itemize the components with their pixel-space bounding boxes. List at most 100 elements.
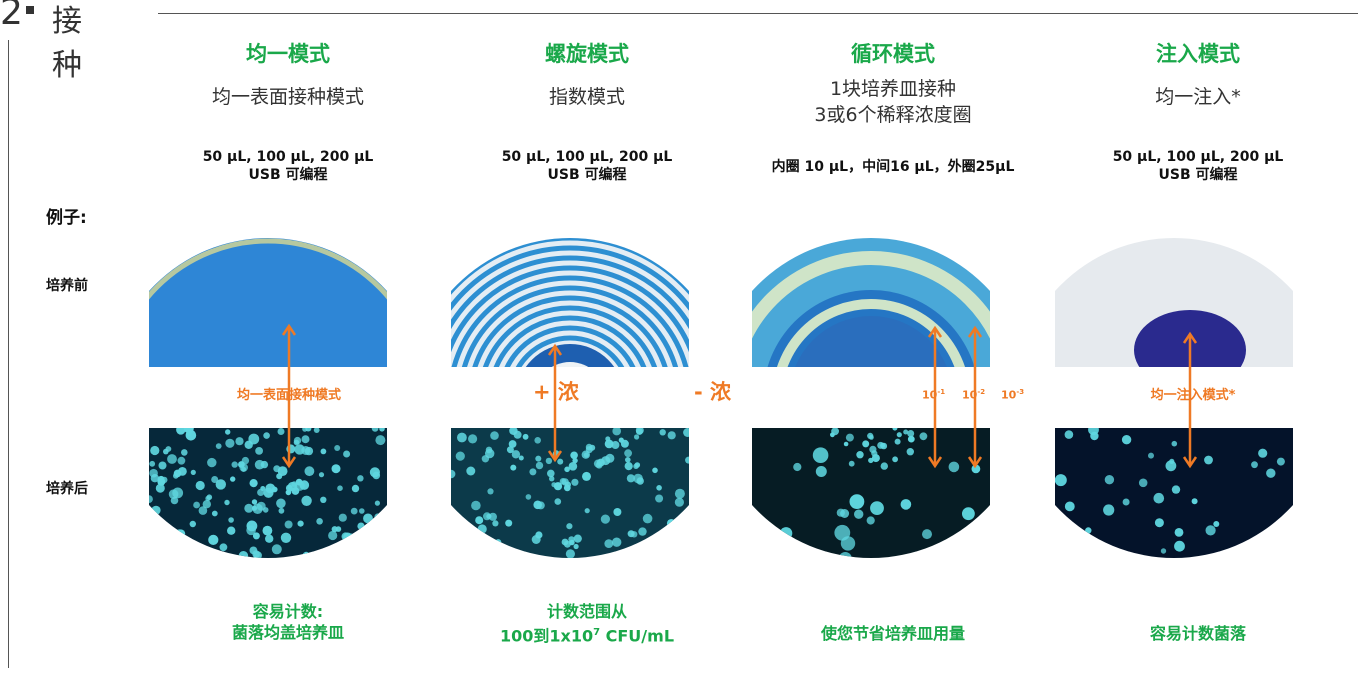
colony-dot	[618, 437, 624, 443]
colony-dot	[378, 568, 385, 574]
colony-dot	[593, 459, 603, 468]
petri-dish-circle	[752, 222, 990, 574]
colony-dot	[183, 428, 194, 434]
subtitle-line: 1块培养皿接种	[829, 78, 957, 100]
colony-dot	[849, 494, 865, 509]
colony-dot	[624, 449, 632, 458]
colony-dot	[867, 432, 874, 439]
colony-dot	[907, 430, 915, 437]
left-border	[8, 40, 9, 668]
colony-dot	[564, 481, 571, 488]
colony-dot	[158, 461, 167, 470]
colony-dot	[793, 462, 802, 472]
colony-dot	[492, 540, 498, 546]
colony-dot	[181, 449, 188, 456]
colony-dot	[903, 429, 909, 435]
colony-dot	[265, 483, 276, 494]
colony-dot	[334, 445, 341, 451]
colony-dot	[854, 509, 864, 519]
colony-dot	[286, 444, 296, 454]
colony-dot	[350, 507, 358, 515]
benefit-line: 容易计数:	[252, 602, 324, 621]
petri-dish-graphic	[451, 238, 689, 574]
colony-dot	[351, 484, 360, 493]
colony-dot	[249, 479, 258, 488]
colony-dot	[297, 520, 304, 527]
mode-benefit: 容易计数: 菌落均盖培养皿	[168, 601, 408, 643]
colony-dot	[1266, 468, 1276, 478]
colony-dot	[663, 551, 672, 558]
mode-subtitle: 指数模式	[548, 86, 625, 108]
benefit-exponent: 7	[593, 627, 601, 638]
colony-dot	[207, 457, 217, 468]
colony-dot	[313, 428, 320, 434]
colony-dot	[272, 563, 278, 569]
colony-dot	[203, 563, 209, 569]
colony-dot	[1174, 540, 1185, 552]
colony-dot	[251, 505, 258, 511]
colony-dot	[595, 568, 604, 574]
colony-dot	[190, 469, 196, 475]
example-label: 例子:	[46, 208, 87, 228]
mode-title: 均一模式	[246, 42, 330, 66]
colony-dot	[901, 560, 916, 574]
before-incubation-label: 培养前	[46, 278, 88, 294]
mode-title: 螺旋模式	[545, 42, 629, 66]
colony-dot	[374, 513, 382, 521]
colony-dot	[769, 561, 779, 571]
colony-dot	[1258, 448, 1268, 458]
dilution-base: 10	[922, 388, 938, 402]
colony-dot	[278, 507, 285, 514]
colony-dot	[345, 564, 352, 571]
colony-dot	[150, 474, 160, 483]
colony-dot	[153, 537, 165, 549]
petri-dish-spiral	[451, 222, 689, 574]
colony-dot	[894, 438, 901, 445]
colony-dot	[685, 456, 689, 464]
colony-dot	[604, 539, 614, 548]
colony-dot	[201, 553, 210, 558]
colony-dot	[609, 563, 616, 570]
mode-subtitle: 均一注入*	[1155, 86, 1241, 108]
colony-dot	[271, 544, 282, 555]
colony-dot	[1069, 542, 1076, 549]
colony-dot	[492, 520, 499, 527]
volume-line: 50 µL, 100 µL, 200 µL	[1112, 149, 1284, 165]
colony-dot	[900, 499, 912, 510]
colony-dot	[656, 485, 662, 491]
mode-benefit: 使您节省培养皿用量	[820, 624, 965, 643]
colony-dot	[277, 428, 285, 435]
colony-dot	[316, 518, 323, 525]
colony-dot	[571, 478, 579, 486]
colony-dot	[845, 433, 854, 442]
colony-dot	[974, 518, 986, 531]
colony-dot	[475, 516, 484, 525]
arrow-icon	[547, 343, 563, 463]
colony-dot	[547, 469, 555, 478]
colony-dot	[564, 466, 570, 473]
section-number: 2	[0, 0, 23, 33]
colony-dot	[672, 554, 681, 558]
colony-dot	[642, 513, 653, 524]
colony-dot	[254, 459, 265, 470]
colony-dot	[252, 532, 260, 540]
volume-spec: 50 µL, 100 µL, 200 µL USB 可编程	[467, 148, 707, 184]
section-title: 接种	[52, 4, 84, 83]
colony-dot	[518, 455, 524, 461]
colony-dot	[638, 527, 647, 536]
colony-dot	[568, 462, 578, 471]
higher-concentration-label: + 浓	[533, 380, 579, 404]
colony-dot	[239, 463, 248, 472]
mode-benefit: 计数范围从 100到1x107 CFU/mL	[467, 601, 707, 646]
colony-dot	[843, 441, 849, 447]
mode-subtitle: 1块培养皿接种 3或6个稀释浓度圈	[773, 76, 1013, 128]
colony-dot	[676, 527, 683, 534]
colony-dot	[971, 464, 981, 474]
colony-dot	[506, 446, 514, 454]
volume-line: 50 µL, 100 µL, 200 µL	[501, 149, 673, 165]
colony-dot	[173, 538, 184, 549]
colony-dot	[163, 448, 169, 455]
arrow-icon	[967, 325, 983, 469]
colony-dot	[670, 566, 677, 573]
colony-dot	[253, 564, 263, 574]
